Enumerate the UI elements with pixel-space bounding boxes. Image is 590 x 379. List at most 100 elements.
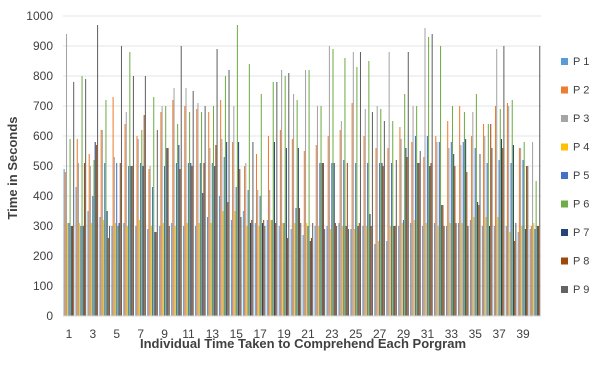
bar-p2-31 <box>423 157 425 316</box>
legend-swatch <box>561 257 568 265</box>
bar-p6-7 <box>141 130 143 316</box>
x-axis-title: Individual Time Taken to Comprehend Each… <box>140 336 466 351</box>
bar-p3-13 <box>209 148 211 316</box>
bar-p4-29 <box>401 223 403 316</box>
bar-p3-37 <box>496 49 498 316</box>
bar-p2-39 <box>518 148 520 316</box>
y-tick-label: 800 <box>33 69 53 83</box>
bar-p4-28 <box>389 226 391 316</box>
bar-p1-16 <box>242 211 244 316</box>
bar-p1-40 <box>529 229 531 316</box>
bar-p6-34 <box>463 112 465 316</box>
bar-p4-5 <box>114 223 117 316</box>
bar-p3-17 <box>257 190 259 316</box>
bar-p7-14 <box>226 142 228 316</box>
bar-p7-33 <box>453 154 455 316</box>
bar-p6-13 <box>212 106 215 316</box>
bar-p9-15 <box>240 217 242 316</box>
bar-p6-29 <box>404 94 406 316</box>
bar-p9-32 <box>443 226 445 316</box>
bar-p5-9 <box>163 166 166 316</box>
bar-p5-4 <box>104 163 106 316</box>
bar-p3-7 <box>137 139 139 316</box>
bar-p1-27 <box>374 244 376 316</box>
bar-p7-20 <box>297 148 299 316</box>
bar-p4-25 <box>353 229 356 316</box>
bar-p2-2 <box>76 139 78 316</box>
bar-p5-26 <box>367 163 369 316</box>
bar-p3-15 <box>233 106 235 316</box>
bar-p3-21 <box>304 70 307 316</box>
bar-p5-29 <box>402 220 405 316</box>
bar-p9-28 <box>395 160 397 316</box>
bar-p4-8 <box>150 226 152 316</box>
bar-p6-12 <box>201 112 203 316</box>
bar-p5-23 <box>331 163 333 316</box>
y-tick-label: 200 <box>33 249 53 263</box>
y-tick-labels: 0 100 200 300 400 500 600 700 800 900 1000 <box>26 9 53 323</box>
bar-p2-12 <box>196 109 198 316</box>
bar-p2-7 <box>136 136 138 316</box>
bar-p8-17 <box>263 220 265 316</box>
bar-p8-37 <box>502 148 504 316</box>
bar-p1-9 <box>159 226 161 316</box>
bar-p3-25 <box>352 52 354 316</box>
bar-p7-1 <box>70 226 72 316</box>
bar-p4-3 <box>91 223 93 316</box>
bar-p3-28 <box>388 52 390 316</box>
bar-p5-37 <box>498 160 500 316</box>
y-tick-label: 300 <box>33 219 53 233</box>
bar-p9-38 <box>515 223 517 316</box>
bar-p2-40 <box>530 226 532 316</box>
bar-p1-25 <box>350 229 352 316</box>
bar-p8-4 <box>107 238 109 316</box>
bar-p3-1 <box>65 34 68 316</box>
bar-p8-25 <box>358 223 360 316</box>
bar-p9-34 <box>467 226 469 316</box>
bar-p4-32 <box>437 226 439 316</box>
bar-p1-13 <box>207 217 209 316</box>
bar-p7-17 <box>261 223 264 316</box>
bar-p2-38 <box>506 103 508 316</box>
bar-p1-39 <box>517 232 519 316</box>
bar-p2-9 <box>160 112 162 316</box>
bar-p1-29 <box>398 226 400 316</box>
bar-p7-5 <box>118 223 120 316</box>
bar-p4-23 <box>330 229 332 316</box>
bar-p5-32 <box>438 142 440 316</box>
y-tick-label: 0 <box>46 309 53 323</box>
bar-p6-16 <box>248 64 250 316</box>
bar-p3-38 <box>508 106 510 316</box>
bar-p5-6 <box>128 166 130 316</box>
bar-p9-24 <box>348 229 350 316</box>
bar-p8-9 <box>167 148 169 316</box>
bar-p9-29 <box>407 52 409 316</box>
bar-p9-31 <box>431 34 433 316</box>
bar-p8-7 <box>143 115 145 316</box>
bar-p8-10 <box>179 169 181 316</box>
bar-p5-27 <box>379 163 381 316</box>
bar-p8-8 <box>155 232 157 316</box>
bar-p5-31 <box>426 136 428 316</box>
bar-p5-28 <box>391 163 393 316</box>
bar-p5-17 <box>259 196 261 316</box>
legend-label: P 5 <box>573 170 589 182</box>
bar-p7-3 <box>94 142 96 316</box>
bar-p2-25 <box>351 103 353 316</box>
bar-p3-30 <box>412 106 414 316</box>
bar-p4-7 <box>138 220 140 316</box>
legend-swatch <box>561 229 568 236</box>
bar-p8-3 <box>95 145 97 316</box>
bar-p3-10 <box>173 88 175 316</box>
legend-swatch <box>561 172 568 179</box>
bar-p1-2 <box>75 187 77 316</box>
bar-p5-15 <box>235 187 237 316</box>
bar-p3-23 <box>328 46 330 316</box>
bar-p7-18 <box>273 142 275 316</box>
legend-label: P 4 <box>573 142 589 154</box>
bar-p3-24 <box>340 121 342 316</box>
y-tick-label: 400 <box>33 189 53 203</box>
bar-p8-35 <box>478 205 480 316</box>
bar-p9-37 <box>503 46 505 316</box>
bar-p1-22 <box>314 226 316 316</box>
